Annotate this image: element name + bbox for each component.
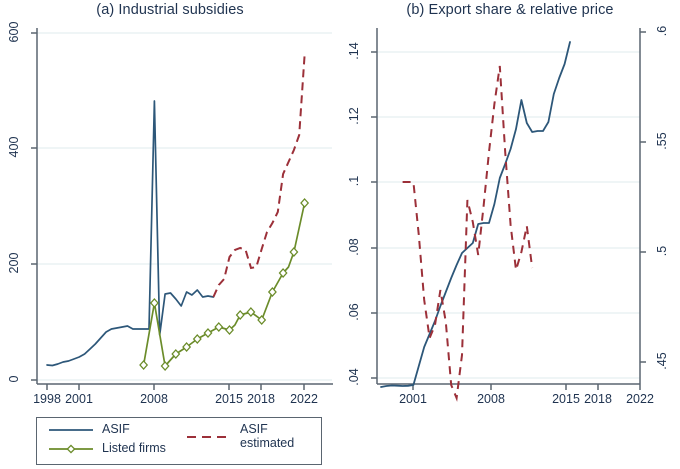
panel-industrial-subsidies: (a) Industrial subsidies: [7, 2, 333, 465]
legend-swatch-listed-firms: [47, 442, 95, 456]
legend-item-listed-firms[interactable]: Listed firms: [47, 442, 166, 456]
panel-b-ytick-right-06: .6: [655, 25, 669, 37]
series-listed-firms-markers: [139, 198, 310, 371]
panel-a-title: (a) Industrial subsidies: [96, 2, 244, 18]
panel-b-title: (b) Export share & relative price: [406, 2, 614, 18]
panel-b-ytick-left-014: .14: [347, 42, 361, 60]
panel-a-ytick-200: 200: [7, 252, 21, 274]
series-listed-firms: [142, 202, 306, 367]
panel-a-xtick-2018: 2018: [247, 392, 275, 406]
series-relative-price: [402, 65, 534, 402]
panel-a-xtick-2008: 2008: [140, 392, 168, 406]
panel-a-ytick-400: 400: [7, 136, 21, 158]
panel-b-xtick-2001: 2001: [399, 392, 427, 406]
legend-label-listed-firms: Listed firms: [102, 441, 166, 456]
panel-b-xtick-2015: 2015: [552, 392, 580, 406]
series-export-share: [380, 41, 571, 388]
panel-b-ytick-left-012: .12: [347, 107, 361, 125]
panel-a-xtick-2001: 2001: [65, 392, 93, 406]
panel-b-xtick-2022: 2022: [626, 392, 654, 406]
panel-a-xtick-2022: 2022: [290, 392, 318, 406]
panel-a-ytick-0: 0: [7, 375, 21, 383]
panel-a-xtick-1998: 1998: [33, 392, 61, 406]
panel-b-gridlines: [377, 51, 640, 379]
series-asif-estimated: [212, 54, 306, 298]
panel-b-ytick-right-05: .5: [655, 245, 669, 257]
legend-label-asif: ASIF: [102, 422, 130, 437]
legend-swatch-asif: [47, 423, 95, 437]
panel-a-legend: ASIF ASIF estimated Listed firms: [36, 417, 322, 465]
panel-b-ytick-left-006: .06: [347, 303, 361, 321]
panel-b-axes: [371, 28, 646, 390]
legend-item-asif[interactable]: ASIF: [47, 423, 130, 437]
panel-b-ytick-left-004: .04: [347, 368, 361, 386]
panel-a-xtick-2015: 2015: [215, 392, 243, 406]
panel-export-share-relative-price: (b) Export share & relative price: [340, 0, 680, 469]
legend-label-asif-estimated: ASIF estimated: [240, 422, 295, 450]
panel-b-ytick-left-008: .08: [347, 238, 361, 256]
panel-b-ytick-right-045: .45: [655, 352, 669, 370]
panel-a-plot: [31, 28, 333, 390]
series-asif: [46, 100, 215, 367]
legend-item-asif-estimated[interactable]: ASIF estimated: [185, 422, 321, 450]
panel-a-gridlines: [37, 32, 332, 381]
legend-swatch-asif-estimated: [185, 430, 233, 444]
panel-b-xtick-2018: 2018: [584, 392, 612, 406]
panel-b-ytick-left-01: .1: [347, 175, 361, 187]
panel-b-ytick-right-055: .55: [655, 132, 669, 150]
panel-b-plot: [371, 28, 646, 402]
panel-a-axes: [31, 28, 333, 390]
panel-a-ytick-600: 600: [7, 21, 21, 43]
panel-b-xtick-2008: 2008: [477, 392, 505, 406]
